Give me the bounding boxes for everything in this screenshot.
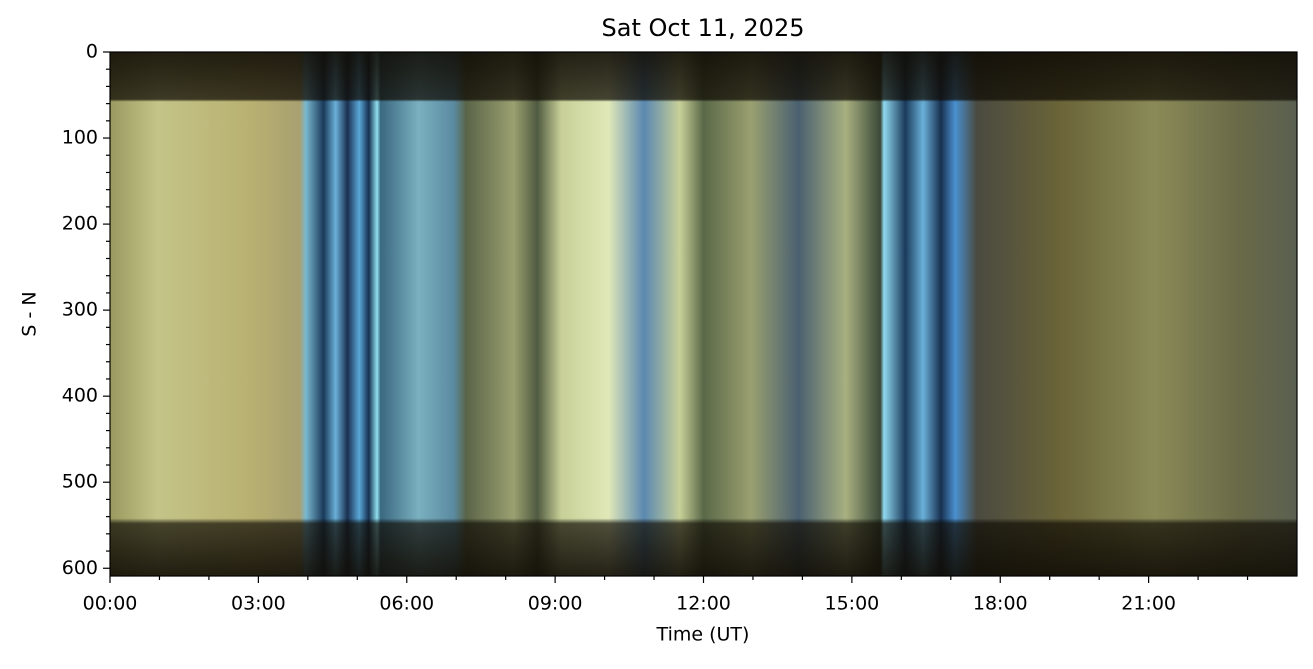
y-tick-label: 0 (86, 41, 98, 63)
y-tick-label: 100 (62, 127, 98, 149)
y-tick-label: 500 (62, 471, 98, 493)
keogram-shade (110, 52, 1297, 576)
y-tick-label: 300 (62, 299, 98, 321)
chart-title: Sat Oct 11, 2025 (602, 14, 805, 42)
y-tick-label: 200 (62, 213, 98, 235)
x-tick-label: 00:00 (83, 593, 138, 615)
x-tick-label: 15:00 (824, 593, 879, 615)
x-tick-label: 09:00 (528, 593, 583, 615)
x-tick-label: 21:00 (1121, 593, 1176, 615)
x-tick-label: 03:00 (231, 593, 286, 615)
x-tick-label: 06:00 (379, 593, 434, 615)
y-tick-label: 600 (62, 557, 98, 579)
x-tick-label: 18:00 (973, 593, 1028, 615)
y-axis-label: S - N (19, 291, 41, 336)
y-tick-label: 400 (62, 385, 98, 407)
x-axis-label: Time (UT) (656, 624, 750, 646)
x-tick-label: 12:00 (676, 593, 731, 615)
